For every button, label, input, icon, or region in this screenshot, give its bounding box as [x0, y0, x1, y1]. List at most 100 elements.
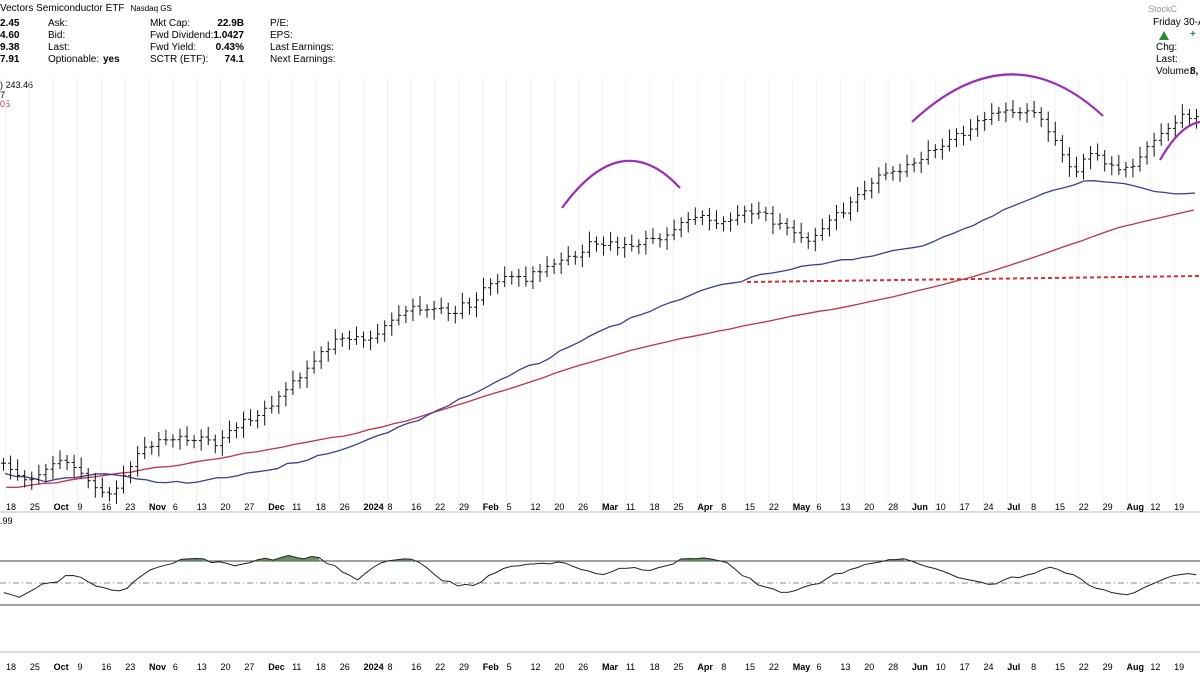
x-tick-label: 23	[125, 502, 135, 512]
ohlc-bar	[212, 434, 218, 454]
x-tick-label-lower: 11	[292, 662, 301, 672]
ohlc-bar	[932, 144, 938, 159]
red-ma-legend-a: 7	[0, 90, 6, 100]
x-tick-label-lower: 12	[1150, 662, 1160, 672]
ohlc-bar	[121, 465, 126, 494]
x-tick-label: 24	[983, 502, 993, 512]
ohlc-bar	[530, 266, 536, 289]
ohlc-bar	[191, 435, 197, 449]
ohlc-bar	[170, 434, 176, 448]
ohlc-bar	[516, 268, 522, 287]
fwd-yield-label: Fwd Yield:	[150, 42, 197, 53]
ohlc-bar	[1144, 141, 1150, 165]
x-tick-label-lower: 19	[1174, 662, 1184, 672]
change-plus-sign: +	[1190, 29, 1196, 40]
ohlc-bar	[241, 411, 246, 438]
x-tick-label-lower: 11	[626, 662, 635, 672]
ohlc-bar	[742, 205, 748, 223]
ohlc-bar	[459, 292, 465, 319]
ohlc-bar	[1172, 115, 1178, 139]
ohlc-bar	[424, 304, 430, 318]
ohlc-bar	[276, 390, 282, 414]
ohlc-bar	[184, 426, 190, 446]
ohlc-bar	[819, 218, 825, 241]
ohlc-bar	[255, 410, 261, 429]
ohlc-bar	[71, 454, 77, 478]
x-tick-label: 20	[554, 502, 564, 512]
ohlc-bar	[466, 297, 472, 315]
quote-date: Friday 30-A	[1153, 17, 1200, 28]
ohlc-bar	[925, 140, 931, 165]
x-tick-label: Mar	[602, 502, 619, 512]
ohlc-bar	[332, 329, 338, 355]
ma-red-line	[6, 209, 1194, 489]
ohlc-bar	[608, 231, 614, 251]
x-tick-label-lower: 10	[936, 662, 946, 672]
x-tick-label: 18	[6, 502, 16, 512]
x-tick-label: Aug	[1126, 502, 1144, 512]
grid-layer	[0, 78, 1200, 653]
ohlc-bar	[897, 163, 903, 182]
ohlc-bar	[382, 320, 388, 342]
head-arc	[911, 73, 1104, 123]
ohlc-bar	[339, 332, 345, 347]
last-label: Last:	[48, 42, 70, 53]
ohlc-bar	[57, 450, 63, 469]
ohlc-bar	[961, 125, 966, 146]
ohlc-bar	[438, 297, 444, 314]
ohlc-bar	[163, 429, 169, 446]
x-tick-label: 8	[721, 502, 726, 512]
ohlc-bar	[1066, 147, 1072, 177]
ohlc-bar	[311, 351, 317, 374]
ohlc-bar	[106, 486, 112, 502]
x-tick-label-lower: 12	[530, 662, 540, 672]
x-tick-label-lower: 18	[316, 662, 326, 672]
x-tick-label: Dec	[268, 502, 285, 512]
ohlc-bar	[488, 278, 494, 296]
x-tick-label: Oct	[54, 502, 69, 512]
x-tick-label-lower: 16	[411, 662, 421, 672]
x-tick-label-lower: 6	[173, 662, 178, 672]
x-tick-label-lower: 8	[387, 662, 392, 672]
ohlc-bar	[452, 305, 458, 324]
ohlc-bar	[615, 236, 621, 256]
ohlc-bar	[375, 324, 381, 344]
ohlc-bar	[763, 206, 769, 222]
ohlc-bar	[714, 210, 719, 229]
ohlc-bar	[975, 115, 981, 137]
x-tick-label: 29	[1103, 502, 1113, 512]
x-tick-label: Apr	[697, 502, 713, 512]
ohlc-bar	[671, 219, 677, 241]
x-tick-label: 15	[1055, 502, 1065, 512]
ohlc-bar	[594, 236, 599, 252]
mkt-cap-label: Mkt Cap:	[150, 18, 191, 29]
ohlc-bar	[495, 274, 501, 294]
ohlc-bar	[544, 256, 550, 278]
volume-value: 8,	[1190, 66, 1199, 77]
ohlc-bar	[565, 246, 571, 266]
ohlc-bar	[1045, 111, 1051, 142]
ohlc-bar	[283, 382, 289, 407]
ohlc-bar	[8, 455, 14, 480]
ohlc-bar	[22, 470, 28, 488]
x-tick-label: 20	[864, 502, 874, 512]
ohlc-bar	[939, 138, 945, 160]
ohlc-bar	[1109, 156, 1115, 176]
ohlc-bar	[1130, 158, 1136, 178]
bid-label: Bid:	[48, 30, 66, 41]
ohlc-bar	[290, 370, 296, 396]
x-tick-label: 18	[316, 502, 326, 512]
ohlc-bar	[85, 468, 91, 489]
ohlc-bar	[982, 111, 988, 131]
x-tick-label: 25	[30, 502, 40, 512]
ohlc-bar	[1151, 132, 1157, 157]
ohlc-bar	[509, 271, 515, 285]
ohlc-bar	[622, 236, 628, 258]
ohlc-bar	[346, 330, 352, 350]
right-shoulder-arc	[1159, 120, 1200, 161]
sctr-label: SCTR (ETF):	[150, 54, 209, 65]
change-label: Chg:	[1156, 42, 1178, 53]
ohlc-bar	[855, 186, 861, 213]
ohlc-bar	[1, 457, 6, 471]
